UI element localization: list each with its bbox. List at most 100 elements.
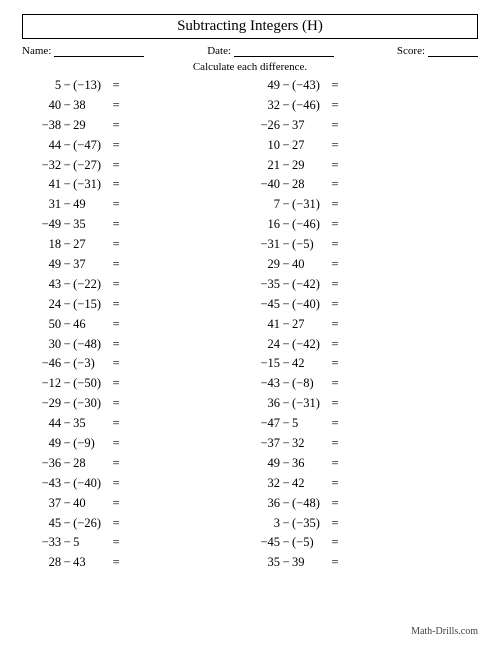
minus-sign: −	[280, 338, 292, 351]
operand-b: (−26)	[73, 517, 109, 530]
operand-a: −36	[31, 457, 61, 470]
problem-row: −43−(−8)=	[250, 377, 469, 390]
name-blank[interactable]	[54, 45, 144, 57]
operand-b: (−48)	[73, 338, 109, 351]
operand-b: (−5)	[292, 536, 328, 549]
minus-sign: −	[61, 457, 73, 470]
problem-row: −29−(−30)=	[31, 397, 250, 410]
equals-sign: =	[328, 298, 342, 311]
minus-sign: −	[280, 457, 292, 470]
equals-sign: =	[109, 397, 123, 410]
operand-a: −29	[31, 397, 61, 410]
problem-row: 10−27=	[250, 139, 469, 152]
operand-b: 29	[292, 159, 328, 172]
minus-sign: −	[61, 357, 73, 370]
operand-b: (−48)	[292, 497, 328, 510]
operand-b: 5	[292, 417, 328, 430]
operand-b: (−9)	[73, 437, 109, 450]
score-blank[interactable]	[428, 45, 478, 57]
minus-sign: −	[280, 119, 292, 132]
operand-b: (−30)	[73, 397, 109, 410]
operand-b: (−35)	[292, 517, 328, 530]
operand-a: −15	[250, 357, 280, 370]
operand-a: 21	[250, 159, 280, 172]
operand-b: (−40)	[73, 477, 109, 490]
minus-sign: −	[61, 477, 73, 490]
equals-sign: =	[328, 79, 342, 92]
date-blank[interactable]	[234, 45, 334, 57]
minus-sign: −	[61, 99, 73, 112]
operand-b: (−50)	[73, 377, 109, 390]
operand-a: 49	[250, 79, 280, 92]
equals-sign: =	[109, 477, 123, 490]
problem-row: 32−(−46)=	[250, 99, 469, 112]
problem-row: 28−43=	[31, 556, 250, 569]
operand-b: 49	[73, 198, 109, 211]
operand-b: 27	[292, 318, 328, 331]
minus-sign: −	[280, 536, 292, 549]
minus-sign: −	[280, 278, 292, 291]
problem-row: 3−(−35)=	[250, 517, 469, 530]
operand-a: −38	[31, 119, 61, 132]
equals-sign: =	[328, 517, 342, 530]
operand-b: (−40)	[292, 298, 328, 311]
problem-row: 35−39=	[250, 556, 469, 569]
header-row: Name: Date: Score:	[22, 45, 478, 57]
minus-sign: −	[61, 238, 73, 251]
minus-sign: −	[280, 218, 292, 231]
equals-sign: =	[109, 338, 123, 351]
operand-a: −32	[31, 159, 61, 172]
equals-sign: =	[328, 536, 342, 549]
problem-row: −12−(−50)=	[31, 377, 250, 390]
minus-sign: −	[280, 497, 292, 510]
minus-sign: −	[61, 79, 73, 92]
equals-sign: =	[109, 457, 123, 470]
equals-sign: =	[328, 258, 342, 271]
operand-b: 37	[73, 258, 109, 271]
operand-a: 30	[31, 338, 61, 351]
equals-sign: =	[328, 278, 342, 291]
problem-row: −46−(−3)=	[31, 357, 250, 370]
minus-sign: −	[280, 556, 292, 569]
operand-a: 7	[250, 198, 280, 211]
equals-sign: =	[328, 338, 342, 351]
problem-row: −31−(−5)=	[250, 238, 469, 251]
problem-row: 49−36=	[250, 457, 469, 470]
operand-a: 43	[31, 278, 61, 291]
minus-sign: −	[280, 198, 292, 211]
minus-sign: −	[61, 258, 73, 271]
operand-a: 41	[31, 178, 61, 191]
operand-b: (−42)	[292, 278, 328, 291]
operand-a: 16	[250, 218, 280, 231]
minus-sign: −	[61, 218, 73, 231]
problem-row: 7−(−31)=	[250, 198, 469, 211]
problem-row: 44−(−47)=	[31, 139, 250, 152]
problem-row: −37−32=	[250, 437, 469, 450]
problem-row: 37−40=	[31, 497, 250, 510]
operand-a: 3	[250, 517, 280, 530]
operand-b: 35	[73, 417, 109, 430]
minus-sign: −	[61, 178, 73, 191]
equals-sign: =	[109, 218, 123, 231]
minus-sign: −	[280, 377, 292, 390]
equals-sign: =	[109, 79, 123, 92]
equals-sign: =	[328, 477, 342, 490]
operand-a: 28	[31, 556, 61, 569]
operand-b: (−15)	[73, 298, 109, 311]
problem-row: 29−40=	[250, 258, 469, 271]
operand-a: 18	[31, 238, 61, 251]
minus-sign: −	[280, 139, 292, 152]
problem-row: −35−(−42)=	[250, 278, 469, 291]
operand-a: 49	[31, 258, 61, 271]
equals-sign: =	[109, 119, 123, 132]
operand-a: −45	[250, 298, 280, 311]
equals-sign: =	[109, 258, 123, 271]
minus-sign: −	[61, 437, 73, 450]
operand-a: 31	[31, 198, 61, 211]
minus-sign: −	[61, 139, 73, 152]
operand-a: −35	[250, 278, 280, 291]
minus-sign: −	[280, 79, 292, 92]
title-box: Subtracting Integers (H)	[22, 14, 478, 39]
date-label: Date:	[207, 45, 231, 57]
equals-sign: =	[328, 497, 342, 510]
